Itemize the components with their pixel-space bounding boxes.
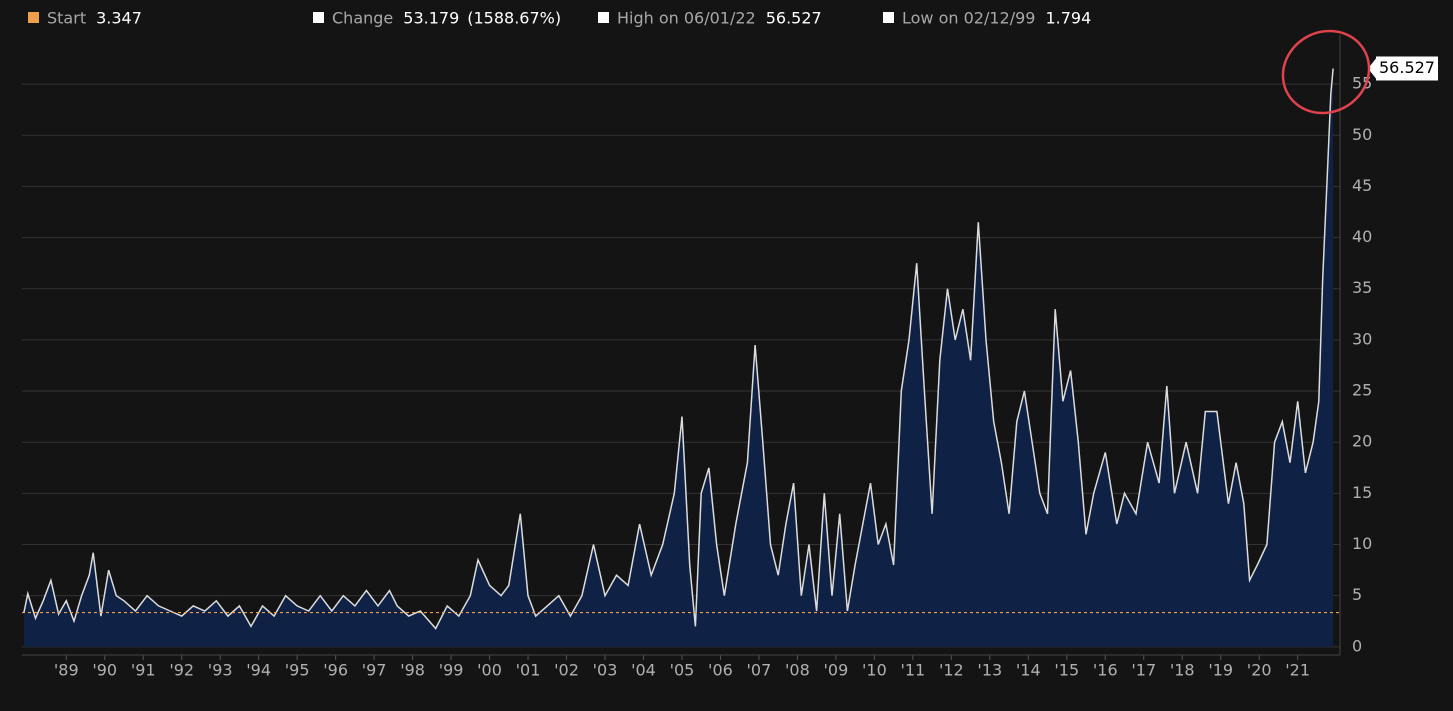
x-tick-label: '18 [1170, 661, 1195, 680]
x-tick-label: '13 [977, 661, 1002, 680]
legend-swatch [313, 12, 324, 23]
x-tick-label: '06 [708, 661, 733, 680]
x-tick-label: '11 [900, 661, 925, 680]
stat-label: Low on 02/12/99 [902, 9, 1035, 28]
y-tick-label: 30 [1352, 329, 1372, 348]
x-tick-label: '93 [208, 661, 233, 680]
y-tick-label: 0 [1352, 636, 1362, 655]
y-tick-label: 40 [1352, 227, 1372, 246]
stat-label: Start [47, 9, 86, 28]
last-value-pointer [1368, 58, 1376, 79]
y-tick-label: 5 [1352, 585, 1362, 604]
y-tick-label: 20 [1352, 432, 1372, 451]
stat-value: 56.527 [766, 9, 822, 28]
y-tick-label: 50 [1352, 125, 1372, 144]
stat-label: High on 06/01/22 [617, 9, 756, 28]
legend-swatch [883, 12, 894, 23]
x-tick-label: '21 [1285, 661, 1310, 680]
x-tick-label: '94 [246, 661, 271, 680]
x-tick-label: '00 [477, 661, 502, 680]
y-tick-label: 45 [1352, 176, 1372, 195]
plot: Start 3.347 Change 53.179 (1588.67%) High on … [22, 9, 1438, 680]
x-tick-label: '98 [400, 661, 425, 680]
x-tick-label: '92 [169, 661, 194, 680]
stat-value: 53.179 [403, 9, 459, 28]
legend-swatch [28, 12, 39, 23]
x-tick-label: '10 [862, 661, 887, 680]
x-tick-label: '95 [285, 661, 310, 680]
x-tick-label: '15 [1054, 661, 1079, 680]
x-tick-label: '12 [939, 661, 964, 680]
x-tick-label: '20 [1247, 661, 1272, 680]
stat-value: 1.794 [1045, 9, 1091, 28]
x-tick-label: '91 [131, 661, 156, 680]
stat-value: 3.347 [96, 9, 142, 28]
y-tick-label: 10 [1352, 534, 1372, 553]
y-tick-label: 35 [1352, 278, 1372, 297]
x-tick-label: '14 [1016, 661, 1041, 680]
x-tick-label: '90 [92, 661, 117, 680]
stat-extra: (1588.67%) [467, 9, 561, 28]
x-tick-label: '01 [516, 661, 541, 680]
legend-swatch [598, 12, 609, 23]
line [23, 68, 1334, 630]
area [23, 68, 1334, 647]
x-tick-label: '07 [747, 661, 772, 680]
x-tick-label: '05 [670, 661, 695, 680]
x-tick-label: '09 [824, 661, 849, 680]
x-tick-label: '17 [1131, 661, 1156, 680]
x-tick-label: '16 [1093, 661, 1118, 680]
last-value-label: 56.527 [1379, 58, 1435, 77]
x-tick-label: '04 [631, 661, 656, 680]
x-tick-label: '89 [54, 661, 79, 680]
y-tick-label: 25 [1352, 381, 1372, 400]
x-tick-label: '19 [1208, 661, 1233, 680]
x-tick-label: '03 [593, 661, 618, 680]
x-tick-label: '02 [554, 661, 579, 680]
y-tick-label: 15 [1352, 483, 1372, 502]
x-tick-label: '99 [439, 661, 464, 680]
x-tick-label: '97 [362, 661, 387, 680]
stat-label: Change [332, 9, 393, 28]
highlight-circle [1281, 29, 1371, 115]
x-tick-label: '08 [785, 661, 810, 680]
x-tick-label: '96 [323, 661, 348, 680]
last-value-box [1376, 56, 1438, 81]
